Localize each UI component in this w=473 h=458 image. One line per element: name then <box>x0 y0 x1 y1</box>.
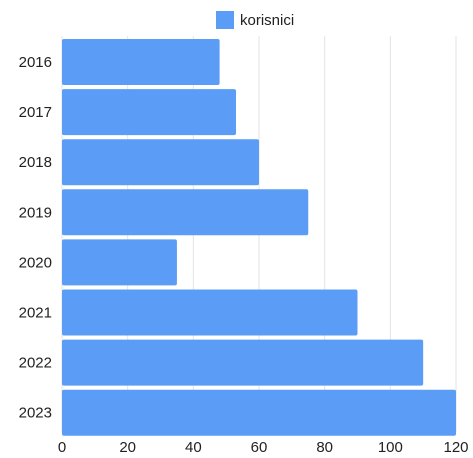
x-tick-label-40: 40 <box>185 439 202 456</box>
legend: korisnici <box>216 11 294 29</box>
legend-label: korisnici <box>240 12 294 29</box>
x-tick-label-100: 100 <box>378 439 403 456</box>
bar-2022 <box>62 339 424 386</box>
y-tick-label-2021: 2021 <box>19 305 52 322</box>
bar-2021 <box>62 289 358 336</box>
bar-2023 <box>62 389 456 436</box>
y-tick-label-2019: 2019 <box>19 204 52 221</box>
y-tick-label-2016: 2016 <box>19 54 52 71</box>
x-tick-label-20: 20 <box>119 439 136 456</box>
y-tick-label-2017: 2017 <box>19 104 52 121</box>
bars-group <box>62 39 456 436</box>
y-tick-label-2020: 2020 <box>19 254 52 271</box>
y-axis-labels: 2016 2017 2018 2019 2020 2021 2022 2023 <box>19 54 52 422</box>
x-tick-label-0: 0 <box>58 439 66 456</box>
x-axis-labels: 0 20 40 60 80 100 120 <box>58 439 469 456</box>
bar-2020 <box>62 239 177 286</box>
y-tick-label-2018: 2018 <box>19 154 52 171</box>
x-tick-label-60: 60 <box>251 439 268 456</box>
bar-2017 <box>62 89 237 136</box>
bar-2019 <box>62 189 309 236</box>
x-tick-label-120: 120 <box>443 439 468 456</box>
y-tick-label-2023: 2023 <box>19 405 52 422</box>
legend-swatch <box>216 11 234 29</box>
x-tick-label-80: 80 <box>316 439 333 456</box>
y-tick-label-2022: 2022 <box>19 355 52 372</box>
bar-2016 <box>62 39 220 85</box>
bar-2018 <box>62 139 259 186</box>
